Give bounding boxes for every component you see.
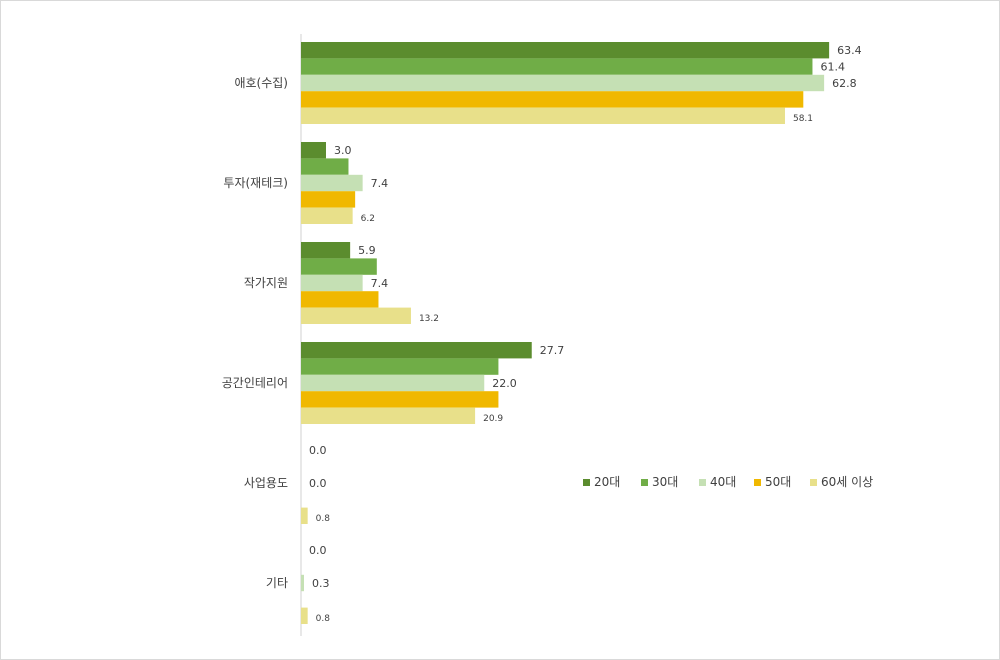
category-label: 기타 xyxy=(266,576,288,590)
data-label: 0.0 xyxy=(309,544,327,557)
data-label: 61.4 xyxy=(820,61,845,74)
legend-label: 20대 xyxy=(594,475,620,489)
data-label: 13.2 xyxy=(419,314,439,324)
category-label: 공간인테리어 xyxy=(222,376,288,390)
data-label: 20.9 xyxy=(483,414,503,424)
bar xyxy=(301,342,532,359)
data-label: 6.2 xyxy=(361,214,375,224)
data-label: 63.4 xyxy=(837,44,862,57)
bar xyxy=(301,158,349,175)
legend-swatch xyxy=(583,479,590,486)
category-label: 작가지원 xyxy=(244,276,288,290)
bar xyxy=(301,291,379,308)
legend-swatch xyxy=(641,479,648,486)
data-label: 27.7 xyxy=(540,344,565,357)
legend-label: 30대 xyxy=(652,475,678,489)
bar xyxy=(301,258,377,275)
bar xyxy=(301,307,411,324)
bar xyxy=(301,58,813,75)
bar xyxy=(301,374,485,392)
bar xyxy=(301,42,830,59)
data-label: 7.4 xyxy=(371,277,389,290)
category-label: 투자(재테크) xyxy=(223,176,288,190)
data-label: 0.8 xyxy=(316,514,331,524)
legend-label: 60세 이상 xyxy=(821,475,873,489)
legend-swatch xyxy=(699,479,706,486)
data-label: 5.9 xyxy=(358,244,376,257)
bar xyxy=(301,107,785,124)
category-label: 사업용도 xyxy=(244,476,288,490)
bar xyxy=(301,574,304,592)
legend-swatch xyxy=(754,479,761,486)
legend-label: 40대 xyxy=(710,475,736,489)
data-label: 3.0 xyxy=(334,144,352,157)
data-label: 0.0 xyxy=(309,444,327,457)
bar xyxy=(301,207,353,224)
bar xyxy=(301,242,351,259)
bar xyxy=(301,358,499,375)
data-label: 0.3 xyxy=(312,577,330,590)
legend-label: 50대 xyxy=(765,475,791,489)
bar xyxy=(301,407,476,424)
data-label: 58.1 xyxy=(793,114,813,124)
bar xyxy=(301,607,308,624)
data-label: 0.8 xyxy=(316,614,331,624)
bar xyxy=(301,274,363,292)
data-label: 22.0 xyxy=(492,377,517,390)
data-label: 62.8 xyxy=(832,77,857,90)
legend-swatch xyxy=(810,479,817,486)
bar xyxy=(301,174,363,192)
bar xyxy=(301,191,356,208)
data-label: 0.0 xyxy=(309,477,327,490)
bar xyxy=(301,91,804,108)
bar xyxy=(301,74,825,92)
bar xyxy=(301,142,326,159)
bar xyxy=(301,391,499,408)
category-label: 애호(수집) xyxy=(234,76,288,90)
data-label: 7.4 xyxy=(371,177,389,190)
bar xyxy=(301,507,308,524)
